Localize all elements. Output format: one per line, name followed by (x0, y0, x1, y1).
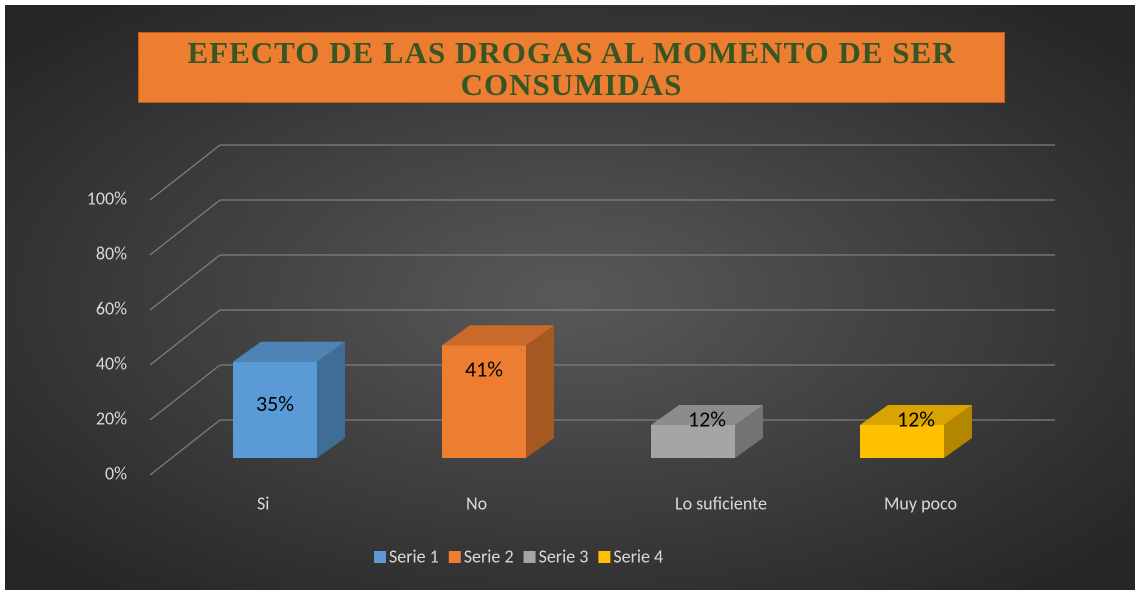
legend-swatch (448, 551, 461, 563)
legend-swatch (374, 551, 386, 563)
legend-label: Serie 4 (613, 545, 663, 567)
bar-side (944, 405, 972, 458)
chart-title: EFECTO DE LAS DROGAS AL MOMENTO DE SER C… (138, 32, 1005, 103)
y-tick-label: 60% (96, 297, 127, 319)
y-tick-label: 40% (96, 352, 127, 374)
data-label: 41% (465, 356, 503, 383)
x-tick-label: Lo suficiente (675, 492, 767, 514)
y-tick-label: 100% (87, 187, 127, 209)
y-tick-label: 0% (105, 462, 127, 484)
x-tick-label: No (466, 492, 487, 514)
bar (442, 345, 526, 458)
grid-line (149, 199, 221, 256)
y-tick-label: 20% (96, 407, 127, 429)
bar-top (651, 405, 763, 425)
grid-line (149, 309, 221, 366)
legend-label: Serie 3 (539, 545, 589, 567)
grid-line (149, 144, 221, 201)
legend-label: Serie 1 (389, 545, 439, 567)
x-tick-label: Muy poco (884, 492, 957, 514)
legend-swatch (598, 551, 611, 563)
bar-side (526, 325, 554, 458)
bar-top (442, 325, 554, 346)
legend-swatch (523, 551, 536, 563)
bar (651, 425, 735, 458)
grid-line (149, 419, 221, 476)
data-label: 12% (897, 405, 935, 432)
bar-top (860, 405, 972, 425)
y-tick-label: 80% (96, 242, 127, 264)
bar-side (735, 405, 763, 458)
legend-label: Serie 2 (464, 545, 514, 567)
data-label: 35% (256, 390, 294, 417)
x-tick-label: Si (257, 492, 269, 514)
grid-line (149, 254, 221, 311)
bar-side (317, 341, 345, 458)
data-label: 12% (688, 405, 726, 432)
bar-top (233, 341, 345, 362)
bar (860, 425, 944, 458)
grid-line (149, 364, 221, 421)
bar (233, 361, 317, 458)
